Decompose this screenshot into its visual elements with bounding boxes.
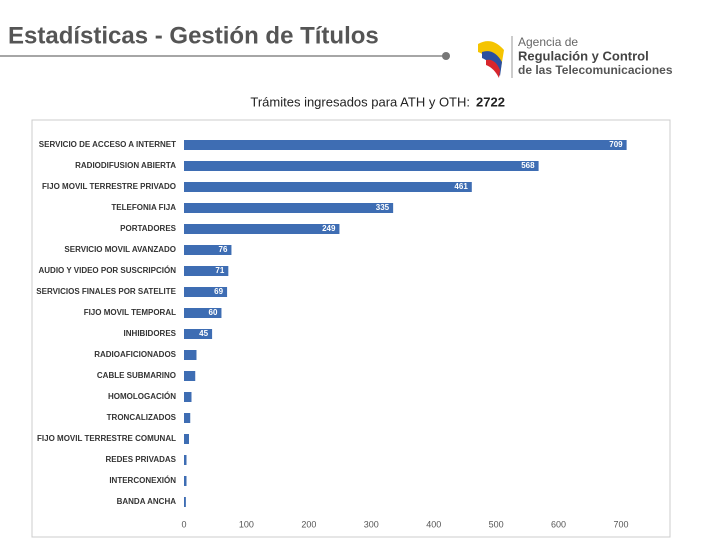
category-label: INHIBIDORES [124, 329, 177, 338]
subtitle: Trámites ingresados para ATH y OTH: [250, 94, 470, 109]
x-tick-label: 700 [613, 519, 628, 529]
slide-title: Estadísticas - Gestión de Títulos [8, 22, 379, 49]
rule-dot [442, 52, 450, 60]
x-tick-label: 0 [181, 519, 186, 529]
category-label: BANDA ANCHA [117, 497, 177, 506]
bar [184, 224, 340, 234]
category-label: INTERCONEXIÓN [109, 476, 176, 485]
x-tick-label: 600 [551, 519, 566, 529]
bar [184, 266, 229, 276]
category-label: TELEFONIA FIJA [111, 203, 176, 212]
bar [184, 161, 539, 171]
bar [184, 392, 192, 402]
category-label: HOMOLOGACIÓN [108, 392, 176, 401]
category-label: FIJO MOVIL TERRESTRE PRIVADO [42, 182, 176, 191]
bar [184, 140, 627, 150]
total: 2722 [476, 94, 505, 109]
value-label: 60 [209, 308, 218, 317]
logo-text: de las Telecomunicaciones [518, 63, 673, 77]
value-label: 45 [199, 329, 208, 338]
bar [184, 413, 191, 423]
value-label: 461 [454, 182, 468, 191]
x-tick-label: 400 [426, 519, 441, 529]
bar [184, 287, 228, 297]
category-label: CABLE SUBMARINO [97, 371, 176, 380]
category-label: SERVICIO MOVIL AVANZADO [64, 245, 176, 254]
logo-text: Regulación y Control [518, 48, 649, 63]
bar [184, 455, 187, 465]
category-label: REDES PRIVADAS [105, 455, 176, 464]
bar [184, 308, 222, 318]
logo-text: Agencia de [518, 35, 578, 49]
value-label: 249 [322, 224, 336, 233]
category-label: RADIOAFICIONADOS [94, 350, 176, 359]
category-label: TRONCALIZADOS [107, 413, 177, 422]
bar [184, 245, 232, 255]
bar [184, 203, 394, 213]
value-label: 71 [215, 266, 224, 275]
category-label: FIJO MOVIL TERRESTRE COMUNAL [37, 434, 176, 443]
category-label: SERVICIO DE ACCESO A INTERNET [39, 140, 176, 149]
category-label: PORTADORES [120, 224, 177, 233]
value-label: 69 [214, 287, 223, 296]
bar [184, 350, 197, 360]
x-tick-label: 100 [239, 519, 254, 529]
bar [184, 371, 196, 381]
x-tick-label: 300 [364, 519, 379, 529]
value-label: 335 [376, 203, 390, 212]
category-label: FIJO MOVIL TEMPORAL [84, 308, 176, 317]
category-label: SERVICIOS FINALES POR SATELITE [36, 287, 176, 296]
logo-mark [478, 41, 504, 78]
category-label: RADIODIFUSION ABIERTA [75, 161, 176, 170]
bar [184, 329, 213, 339]
bar [184, 434, 189, 444]
bar [184, 476, 187, 486]
x-tick-label: 500 [489, 519, 504, 529]
x-tick-label: 200 [301, 519, 316, 529]
value-label: 568 [521, 161, 535, 170]
category-label: AUDIO Y VIDEO POR SUSCRIPCIÓN [38, 266, 176, 275]
value-label: 76 [219, 245, 228, 254]
value-label: 709 [609, 140, 623, 149]
bar [184, 497, 186, 507]
bar [184, 182, 472, 192]
